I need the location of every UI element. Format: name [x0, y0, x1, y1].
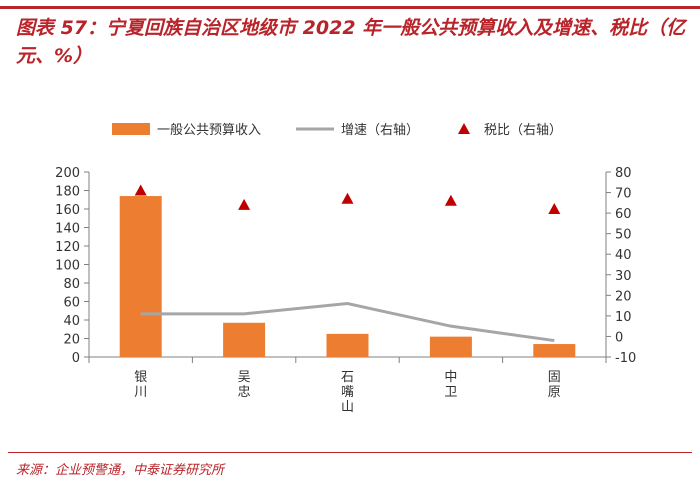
y-right-tick-label: 30 — [615, 269, 632, 284]
y-left-tick-label: 120 — [55, 240, 80, 255]
bar-中卫 — [429, 336, 472, 357]
title-top-rule — [0, 6, 700, 9]
x-tick-label: 银川 — [134, 370, 147, 400]
y-right-tick-label: 60 — [615, 207, 632, 222]
y-left-tick-label: 40 — [63, 314, 80, 329]
tax-marker-固原 — [548, 203, 561, 214]
tax-marker-银川 — [134, 184, 147, 196]
x-tick-label: 中卫 — [444, 370, 457, 400]
x-tick-label: 固原 — [548, 370, 561, 400]
y-left-tick-label: 80 — [63, 277, 80, 292]
bar-固原 — [533, 344, 576, 357]
bar-石嘴山 — [326, 333, 369, 357]
legend-marker-label: 税比（右轴） — [484, 123, 562, 138]
y-right-tick-label: 40 — [615, 248, 632, 263]
growth-line-series — [140, 302, 555, 343]
y-right-tick-label: 10 — [615, 310, 632, 325]
y-left-tick-label: 200 — [55, 166, 80, 181]
x-tick-label: 吴忠 — [238, 370, 251, 400]
legend-bar-swatch — [112, 123, 150, 135]
y-right-tick-label: 0 — [615, 330, 623, 345]
y-right-tick-label: 70 — [615, 187, 632, 202]
y-right-tick-label: 80 — [615, 166, 632, 181]
y-left-tick-label: 180 — [55, 185, 80, 200]
source-note: 来源：企业预警通，中泰证券研究所 — [16, 463, 225, 478]
bar-吴忠 — [223, 322, 266, 357]
source-rule — [8, 452, 692, 453]
x-tick-label: 石嘴山 — [341, 370, 354, 415]
y-right-tick-label: -10 — [615, 351, 636, 366]
tax-marker-石嘴山 — [341, 192, 354, 204]
y-left-tick-label: 140 — [55, 222, 80, 237]
y-left-tick-label: 20 — [63, 333, 80, 348]
growth-line — [140, 302, 555, 343]
chart-title: 图表 57：宁夏回族自治区地级市 2022 年一般公共预算收入及增速、税比（亿元… — [16, 17, 686, 67]
y-left-tick-label: 60 — [63, 296, 80, 311]
tax-marker-中卫 — [444, 194, 457, 206]
tax-ratio-markers — [134, 184, 561, 214]
legend-marker-swatch — [458, 123, 470, 134]
bar-银川 — [119, 196, 162, 357]
legend: 一般公共预算收入 增速（右轴） 税比（右轴） — [112, 122, 562, 138]
y-left-tick-label: 160 — [55, 203, 80, 218]
legend-bar-label: 一般公共预算收入 — [157, 122, 261, 138]
y-left-tick-label: 0 — [72, 351, 80, 366]
axes: 0 20 40 60 80 100 120 140 160 180 200 -10 0 10 20 30 40 5… — [55, 166, 636, 415]
legend-line-label: 增速（右轴） — [341, 123, 419, 138]
bars-series — [119, 196, 576, 357]
y-left-tick-label: 100 — [55, 259, 80, 274]
y-right-tick-label: 20 — [615, 289, 632, 304]
y-right-tick-label: 50 — [615, 228, 632, 243]
tax-marker-吴忠 — [238, 198, 251, 210]
